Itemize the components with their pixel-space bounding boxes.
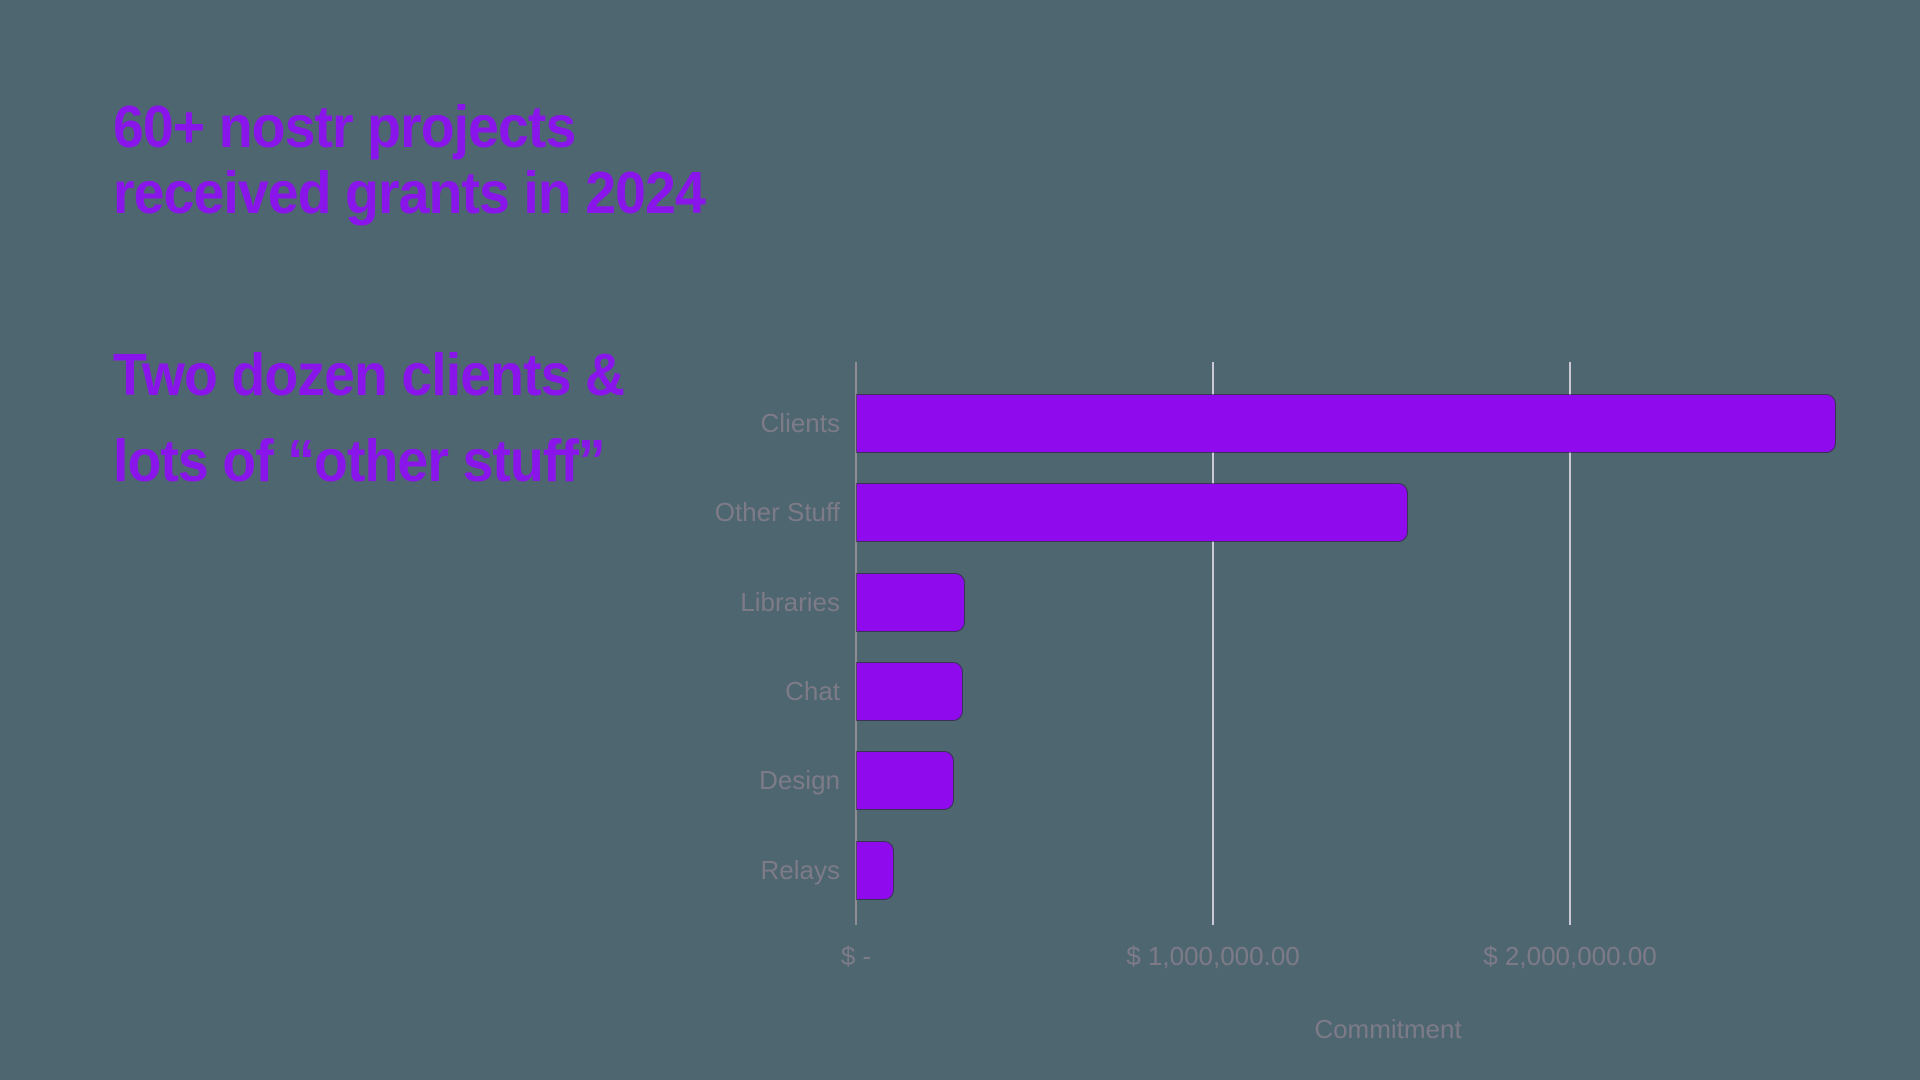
bar-relays [857,842,893,899]
x-tick-label-1: $ 1,000,000.00 [1126,941,1300,971]
y-axis-line [855,362,857,925]
subhead-line-1: Two dozen clients & [113,342,625,408]
bar-design [857,752,953,809]
subhead-line-2: lots of “other stuff” [113,428,606,494]
x-tick-label-2: $ 2,000,000.00 [1483,941,1657,971]
x-axis-title: Commitment [1314,1014,1462,1044]
bar-other-stuff [857,484,1407,541]
category-label-relays: Relays [760,855,840,885]
headline-line-2: received grants in 2024 [113,160,706,226]
category-label-other-stuff: Other Stuff [714,497,840,527]
bar-chat [857,663,962,720]
gridline-1000000 [1212,362,1214,925]
bar-clients [857,395,1835,452]
category-label-design: Design [759,765,840,795]
headline: 60+ nostr projects received grants in 20… [113,94,706,226]
x-tick-label-0: $ - [840,941,872,971]
bar-libraries [857,574,964,631]
gridline-2000000 [1569,362,1571,925]
category-label-clients: Clients [760,408,840,438]
category-label-libraries: Libraries [740,587,840,617]
subhead: Two dozen clients & lots of “other stuff… [113,332,625,504]
category-label-chat: Chat [785,676,840,706]
headline-line-1: 60+ nostr projects [113,94,576,160]
